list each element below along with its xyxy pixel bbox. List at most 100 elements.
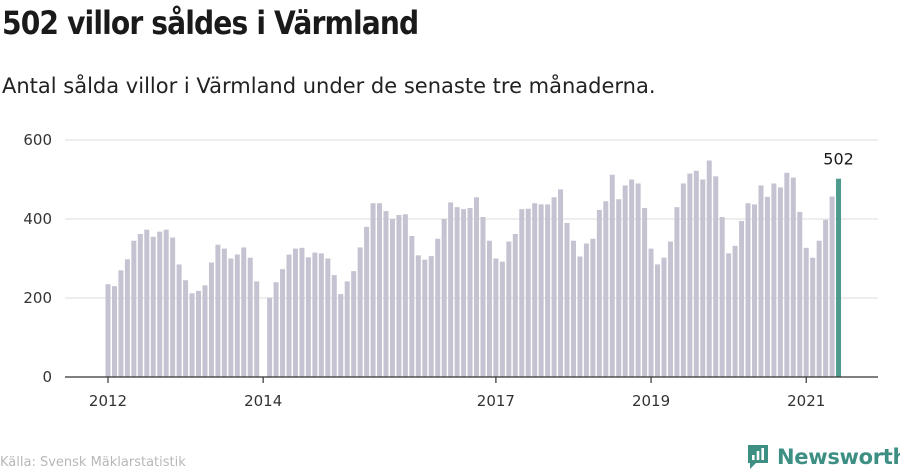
bar: [157, 231, 163, 377]
bar: [131, 240, 137, 377]
bar: [525, 208, 531, 377]
bar: [351, 271, 357, 377]
bar: [150, 236, 156, 377]
bar: [700, 179, 706, 377]
brand-name: Newsworthy: [777, 445, 900, 469]
bar: [635, 183, 641, 377]
bar: [758, 185, 764, 377]
x-tick-label: 2014: [244, 392, 282, 410]
bar: [241, 247, 247, 377]
bar: [428, 256, 434, 377]
bar: [739, 220, 745, 377]
bar: [396, 215, 402, 377]
bar: [577, 256, 583, 377]
bar: [816, 240, 822, 377]
bar: [254, 281, 260, 377]
bar: [609, 174, 615, 377]
bar: [797, 211, 803, 377]
bar: [292, 248, 298, 378]
bar: [111, 286, 117, 377]
bar: [538, 204, 544, 377]
bar: [752, 204, 757, 377]
bar: [467, 207, 473, 377]
bar: [247, 257, 253, 377]
bar: [519, 209, 525, 378]
bar: [474, 197, 479, 377]
highlight-value-label: 502: [823, 150, 854, 169]
bar: [318, 253, 324, 377]
bar: [532, 203, 538, 377]
bar: [480, 217, 486, 377]
bar: [415, 255, 421, 377]
bar: [383, 211, 389, 377]
x-tick-label: 2019: [632, 392, 670, 410]
bar: [493, 258, 499, 377]
bar: [176, 264, 182, 377]
bar: [590, 238, 596, 377]
bar: [810, 257, 816, 377]
bar: [713, 176, 719, 377]
bar: [661, 257, 667, 377]
y-tick-label: 200: [23, 289, 52, 307]
bar: [208, 262, 214, 377]
bar: [771, 183, 777, 377]
brand-logo[interactable]: Newsworthy: [746, 442, 900, 472]
bar: [545, 204, 551, 377]
y-tick-label: 0: [42, 368, 52, 386]
bar: [377, 203, 383, 377]
bar: [558, 189, 564, 378]
bar: [499, 261, 505, 377]
x-tick-label: 2012: [89, 392, 127, 410]
annotations: 502: [823, 150, 854, 169]
bar: [732, 245, 738, 377]
bar: [234, 254, 240, 377]
bar: [364, 226, 370, 377]
bar: [564, 222, 570, 377]
bar: [344, 281, 350, 377]
bar: [325, 258, 331, 377]
bar: [409, 235, 415, 377]
bar: [105, 284, 111, 377]
bar: [726, 253, 732, 377]
bar: [596, 209, 602, 377]
bar: [189, 293, 195, 377]
bar: [764, 196, 770, 377]
bar: [674, 207, 680, 377]
bar: [616, 199, 622, 377]
page-title: 502 villor såldes i Värmland: [2, 4, 419, 42]
bar: [215, 244, 221, 377]
bar: [435, 238, 441, 377]
bar: [777, 187, 783, 377]
bar: [829, 196, 835, 377]
y-axis-labels: 0 200 400 600: [23, 131, 52, 386]
bar: [486, 240, 492, 377]
bar: [170, 237, 176, 377]
bar: [312, 252, 318, 377]
bar: [719, 217, 725, 377]
y-tick-label: 400: [23, 210, 52, 228]
bar: [454, 207, 460, 377]
bar: [506, 241, 512, 377]
bar: [784, 172, 790, 377]
bar: [570, 240, 576, 377]
bar: [118, 270, 124, 377]
bar: [183, 280, 189, 377]
bar: [642, 207, 648, 377]
bar: [402, 214, 408, 377]
newsworthy-logo-icon: [748, 445, 768, 469]
bar: [693, 170, 699, 377]
page-subtitle: Antal sålda villor i Värmland under de s…: [2, 74, 656, 98]
bar: [512, 234, 518, 377]
bar: [389, 219, 395, 377]
x-axis: 2012 2014 2017 2019 2021: [65, 376, 878, 410]
source-note: Källa: Svensk Mäklarstatistik: [0, 455, 186, 470]
bar: [603, 201, 609, 377]
bar: [305, 257, 311, 377]
bar: [667, 241, 673, 377]
bar: [163, 229, 169, 377]
bar: [338, 294, 344, 377]
bar: [422, 259, 428, 377]
bar: [280, 269, 286, 377]
x-tick-label: 2017: [477, 392, 515, 410]
